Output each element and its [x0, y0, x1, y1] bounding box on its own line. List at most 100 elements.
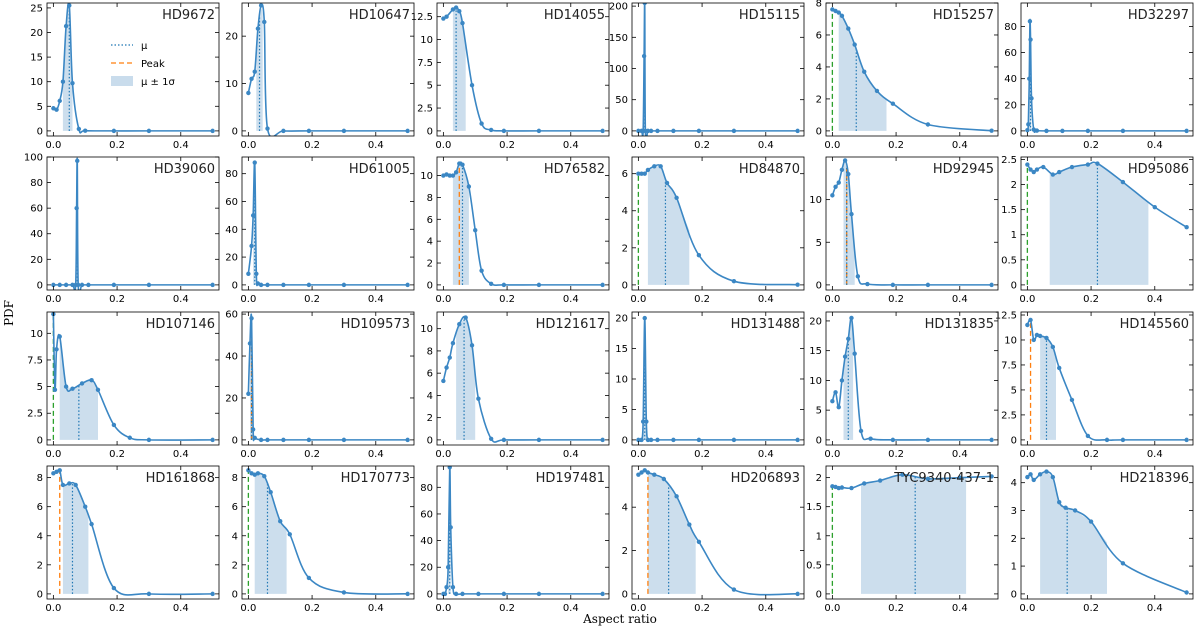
data-point [1085, 433, 1091, 439]
x-tick-label: 0.4 [758, 294, 774, 305]
panel-title: HD109573 [341, 317, 410, 332]
data-point [900, 472, 905, 477]
data-point [1184, 590, 1189, 595]
data-point [444, 365, 449, 370]
axes-frame [241, 2, 415, 137]
x-tick-label: 0.4 [563, 603, 579, 614]
axes-frame [1020, 156, 1194, 291]
data-point [839, 13, 845, 18]
panel-hd14055: 0.0 0.2 0.4 0 2.5 5 7.5 10 12.5 HD14055 [411, 2, 610, 151]
data-point [925, 476, 931, 481]
data-point [674, 195, 679, 200]
data-point [833, 184, 838, 190]
y-tick-label: 6 [816, 30, 822, 41]
y-tick-label: 0 [816, 280, 822, 291]
data-point [75, 158, 80, 164]
data-point [457, 9, 462, 14]
data-point [450, 340, 456, 346]
panel-title: HD95086 [1128, 162, 1189, 177]
confidence-band [452, 163, 469, 285]
data-point [460, 591, 465, 597]
x-tick-label: 0.4 [563, 294, 579, 305]
x-tick-label: 0.0 [630, 140, 646, 151]
x-tick-label: 0.2 [888, 294, 904, 305]
data-point [642, 3, 647, 6]
data-point [1028, 472, 1033, 477]
y-tick-label: 10 [1004, 335, 1017, 346]
data-point [501, 282, 507, 288]
y-tick-label: 80 [1004, 22, 1017, 33]
data-point [890, 437, 896, 443]
data-point [1050, 172, 1056, 177]
data-point [447, 466, 452, 470]
data-point [1031, 169, 1036, 175]
data-point [262, 473, 267, 479]
data-point [247, 341, 253, 346]
y-tick-label: 8 [37, 473, 43, 484]
x-tick-label: 0.0 [435, 449, 451, 460]
data-point [89, 378, 94, 383]
y-tick-label: 5 [622, 405, 628, 416]
x-tick-label: 0.4 [368, 449, 384, 460]
data-point [644, 419, 649, 424]
x-tick-label: 0.0 [435, 603, 451, 614]
panel-hd95086: 0.0 0.2 0.4 0 0.5 1 1.5 2 2.5 HD95086 [1001, 155, 1194, 305]
axes-frame [46, 465, 220, 600]
data-point [281, 282, 286, 288]
data-point [1026, 122, 1031, 127]
data-point [1025, 474, 1030, 480]
y-tick-label: 20 [30, 255, 43, 266]
data-point [1027, 76, 1032, 81]
y-tick-label: 0 [1011, 280, 1017, 291]
data-point [1095, 161, 1100, 166]
data-point [444, 585, 449, 590]
data-point [501, 128, 507, 134]
data-point [89, 521, 94, 527]
panel-title: HD15257 [933, 8, 994, 23]
data-point [536, 282, 542, 288]
data-point [636, 437, 641, 443]
x-tick-label: 0.0 [824, 449, 840, 460]
panel-title: HD9672 [162, 8, 215, 23]
data-point [444, 14, 449, 19]
y-tick-label: 40 [420, 536, 433, 547]
data-point [874, 88, 880, 94]
data-point [862, 481, 867, 486]
y-tick-label: 10 [809, 195, 822, 206]
panel-title: HD10647 [349, 8, 410, 23]
x-tick-label: 0.4 [952, 603, 968, 614]
y-tick-label: 60 [1004, 48, 1017, 59]
panel-hd131835: 0.0 0.2 0.4 0 5 10 15 20 HD131835 [809, 311, 999, 460]
data-point [111, 422, 117, 428]
data-point [1050, 344, 1056, 350]
y-tick-label: 60 [420, 509, 433, 520]
y-tick-label: 2.5 [1001, 410, 1017, 421]
data-point [1104, 437, 1110, 443]
data-point [210, 128, 215, 134]
y-tick-label: 10 [225, 79, 238, 90]
data-point [306, 128, 312, 134]
y-tick-label: 8 [427, 193, 433, 204]
x-tick-label: 0.0 [240, 603, 256, 614]
data-point [146, 128, 152, 134]
data-point [836, 10, 841, 15]
y-tick-label: 2 [1011, 534, 1017, 545]
data-point [450, 173, 456, 178]
panel-title: HD197481 [536, 471, 605, 486]
data-point [146, 591, 152, 597]
axes-frame [631, 156, 805, 291]
y-tick-label: 80 [420, 483, 433, 494]
data-point [1120, 561, 1126, 566]
y-tick-label: 6 [37, 502, 43, 513]
data-point [1069, 397, 1075, 403]
data-point [70, 386, 75, 391]
data-point [466, 184, 472, 189]
data-point [488, 436, 494, 441]
data-point [57, 468, 62, 473]
data-point [258, 282, 264, 288]
confidence-band [1040, 336, 1056, 440]
data-point [1057, 499, 1062, 505]
y-tick-label: 1.5 [1001, 205, 1017, 216]
data-point [731, 128, 737, 134]
